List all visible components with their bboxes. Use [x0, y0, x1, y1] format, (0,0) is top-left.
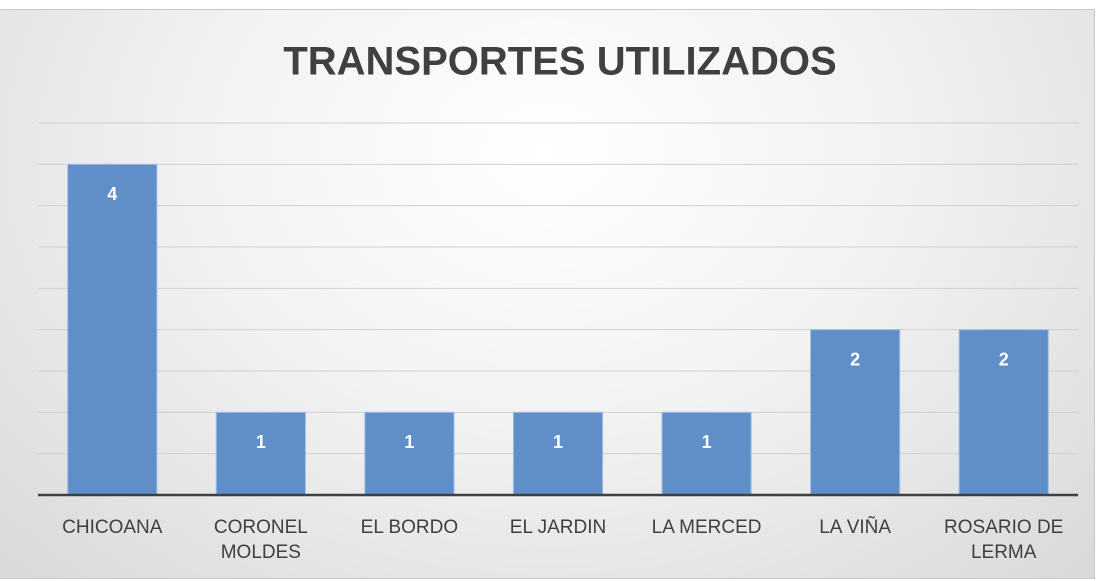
- bar: [67, 163, 158, 496]
- data-label: 2: [999, 349, 1009, 369]
- bar: [661, 411, 752, 496]
- data-label: 1: [553, 432, 563, 452]
- data-label: 1: [702, 432, 712, 452]
- x-tick-label: EL BORDO: [360, 517, 459, 538]
- data-label: 2: [850, 349, 860, 369]
- data-label: 1: [404, 432, 414, 452]
- x-tick-label: EL JARDIN: [509, 517, 607, 538]
- chart-frame: TRANSPORTES UTILIZADOS 4 1 1 1 1 2 2 CHICOANA C…: [0, 9, 1095, 579]
- x-tick-label: LA MERCED: [651, 517, 762, 538]
- bar: [958, 329, 1049, 496]
- bar: [810, 329, 901, 496]
- x-tick-label: CHICOANA: [62, 517, 163, 538]
- chart: TRANSPORTES UTILIZADOS 4 1 1 1 1 2 2: [38, 40, 1078, 497]
- bar: [364, 411, 455, 496]
- data-label: 4: [107, 184, 117, 204]
- x-tick-label: ROSARIO DE LERMA: [944, 517, 1064, 563]
- bar: [215, 411, 306, 496]
- x-tick-label: LA VIÑA: [819, 517, 892, 538]
- x-tick-label: CORONEL MOLDES: [213, 517, 308, 563]
- data-label: 1: [256, 432, 266, 452]
- chart-title: TRANSPORTES UTILIZADOS: [283, 40, 836, 84]
- bar: [512, 411, 604, 496]
